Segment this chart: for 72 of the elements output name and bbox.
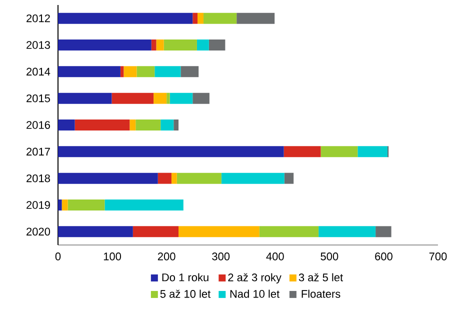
x-tick-label: 300 (212, 252, 230, 260)
bar (196, 40, 209, 50)
bar (74, 119, 130, 130)
x-tick-label: 400 (266, 252, 284, 260)
bar (221, 172, 284, 184)
bar (158, 172, 172, 184)
y-tick-label: 2018 (26, 174, 50, 182)
bar (178, 226, 260, 238)
bar (174, 119, 179, 130)
bar (192, 12, 198, 24)
bar (151, 40, 156, 50)
y-tick-label: 2016 (26, 121, 50, 129)
y-tick-label: 2019 (26, 201, 50, 209)
legend-label: 3 až 5 let (298, 273, 343, 282)
legend-label: Do 1 roku (162, 273, 208, 282)
bar (358, 146, 388, 158)
x-tick-label: 600 (375, 252, 392, 260)
y-tick-label: 2020 (26, 228, 50, 236)
bar (170, 92, 193, 104)
bar (112, 92, 154, 104)
bar (166, 92, 170, 104)
y-tick-label: 2015 (26, 94, 50, 102)
bar (203, 12, 237, 24)
bar (198, 12, 204, 24)
x-tick-label: 200 (158, 252, 176, 260)
bar (62, 199, 68, 210)
bar (154, 92, 167, 104)
bar (58, 119, 75, 130)
bar (156, 40, 164, 50)
bar (236, 12, 275, 24)
bar (136, 119, 161, 130)
bar (130, 119, 136, 130)
legend-label: 2 až 3 roky (228, 273, 282, 284)
legend-label: Nad 10 let (230, 290, 280, 298)
y-tick-label: 2013 (26, 41, 50, 49)
bar (284, 146, 321, 158)
bar (104, 199, 184, 210)
bar (376, 226, 392, 238)
x-tick-label: 100 (104, 252, 122, 260)
y-tick-label: 2014 (26, 68, 50, 76)
bar (164, 40, 197, 50)
bar (58, 199, 62, 210)
x-tick-label: 0 (55, 252, 61, 260)
bar (171, 172, 177, 184)
bar (68, 199, 105, 210)
bar (160, 119, 174, 130)
legend-label: 5 až 10 let (160, 290, 211, 298)
bar (180, 66, 199, 78)
x-tick-label: 700 (429, 252, 447, 260)
legend-label: Floaters (302, 290, 340, 298)
bar (284, 172, 294, 184)
bar (58, 146, 284, 158)
bar (320, 146, 358, 158)
bar (58, 92, 112, 104)
bar (318, 226, 376, 238)
bar (58, 12, 193, 24)
y-tick-label: 2012 (26, 14, 50, 22)
x-tick-label: 500 (320, 252, 338, 260)
bar (154, 66, 181, 78)
y-tick-label: 2017 (26, 148, 50, 156)
bar (120, 66, 124, 78)
bar (136, 66, 155, 78)
bar (259, 226, 319, 238)
bar (58, 226, 133, 238)
bar (58, 40, 152, 50)
bar (58, 172, 158, 184)
bar (192, 92, 210, 104)
bar (132, 226, 179, 238)
bar (124, 66, 137, 78)
bar (208, 40, 226, 50)
bar (58, 66, 120, 78)
bar (176, 172, 222, 184)
